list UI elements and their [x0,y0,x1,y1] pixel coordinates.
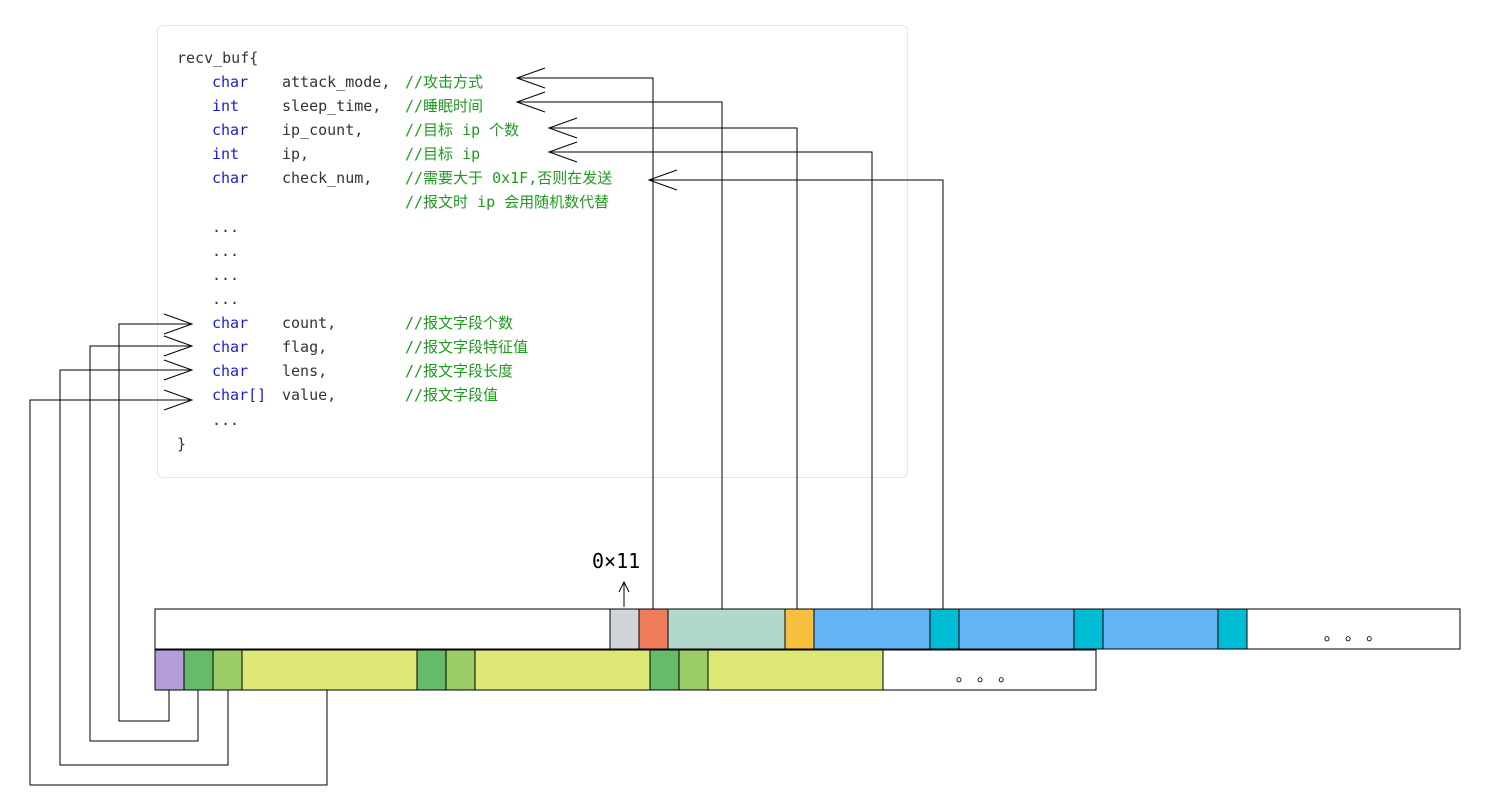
byte-lens-cell [212,649,243,691]
byte-lens-cell [678,649,709,691]
wire-count [118,323,192,722]
field-name-check-num: check_num, [282,169,373,187]
byte-attack-mode-cell [638,608,669,650]
byte-value-cell [707,649,884,691]
field-comment-check-num: //需要大于 0x1F,否则在发送 [405,169,613,187]
field-comment-sleep-time: //睡眠时间 [405,97,484,115]
field-name-value: value, [282,386,337,404]
field-type-flag: char [212,338,249,356]
arrowhead-sleep-time [515,91,546,113]
byte-check-num-cell [929,608,960,650]
field-comment-count: //报文字段个数 [405,314,514,332]
arrowhead-attack-mode [515,67,546,89]
ellipsis-line: ... [212,266,240,284]
row2-ellipsis-text: 。 。 。 [956,666,1014,685]
wire-ip-count [549,127,798,609]
field-comment-flag: //报文字段特征值 [405,338,529,356]
wire-attack-mode [517,77,654,609]
ellipsis-line: ... [212,218,240,236]
byte-flag-cell [649,649,680,691]
field-name-flag: flag, [282,338,328,356]
byte-lens-cell [445,649,476,691]
ellipsis-line: ... [212,411,240,429]
field-type-check-num: char [212,169,249,187]
byte-ip-cell [1102,608,1219,650]
wire-ip [549,151,873,609]
wire-value [29,399,328,786]
wire-check-num [649,179,944,609]
field-comment-lens: //报文字段长度 [405,362,514,380]
field-type-ip-count: char [212,121,249,139]
byte-cyan-cell [1217,608,1248,650]
field-name-ip-count: ip_count, [282,121,364,139]
field-type-value: char[] [212,386,267,404]
field-type-lens: char [212,362,249,380]
field-type-ip: int [212,145,240,163]
byte-gray-cell [609,608,640,650]
field-comment-attack-mode: //攻击方式 [405,73,484,91]
arrowhead-ip [547,141,578,163]
byte-ip-cell [958,608,1075,650]
byte-flag-cell [183,649,214,691]
row1-white-region [154,608,611,650]
arrowhead-value [163,389,194,411]
field-name-count: count, [282,314,337,332]
byte-value-cell [241,649,418,691]
byte-sleep-time-cell [667,608,786,650]
field-name-ip: ip, [282,145,310,163]
row1-ellipsis-text: 。 。 。 [1324,625,1382,644]
arrowhead-count [163,313,194,335]
row1-ellipsis-cell [1246,608,1461,650]
field-comment-ip-count: //目标 ip 个数 [405,121,520,139]
struct-close: } [177,435,187,453]
field-type-count: char [212,314,249,332]
arrowhead-ip-count [547,117,578,139]
field-comment-ip: //目标 ip [405,145,481,163]
byte-value-cell [474,649,651,691]
field-name-sleep-time: sleep_time, [282,97,382,115]
wire-lens [59,369,229,766]
field-comment-check-num-cont: //报文时 ip 会用随机数代替 [405,193,610,211]
field-type-sleep-time: int [212,97,240,115]
field-type-attack-mode: char [212,73,249,91]
field-name-lens: lens, [282,362,328,380]
byte-count-cell [154,649,185,691]
byte-cyan-cell [1073,608,1104,650]
byte-ip-cell [813,608,931,650]
code-panel [157,25,908,478]
field-comment-value: //报文字段值 [405,386,499,404]
arrowhead-lens [163,359,194,381]
ellipsis-line: ... [212,242,240,260]
arrowhead-flag [163,335,194,357]
arrowhead-check-num [647,169,678,191]
wire-flag [89,345,199,742]
row2-ellipsis-cell [882,649,1097,691]
struct-open: recv_buf{ [177,49,259,67]
byte-ip-count-cell [784,608,815,650]
field-name-attack-mode: attack_mode, [282,73,391,91]
hex-marker-label: 0×11 [592,549,641,573]
wire-sleep-time [517,101,723,609]
byte-flag-cell [416,649,447,691]
hex-marker-arrow [618,580,630,607]
ellipsis-line: ... [212,290,240,308]
